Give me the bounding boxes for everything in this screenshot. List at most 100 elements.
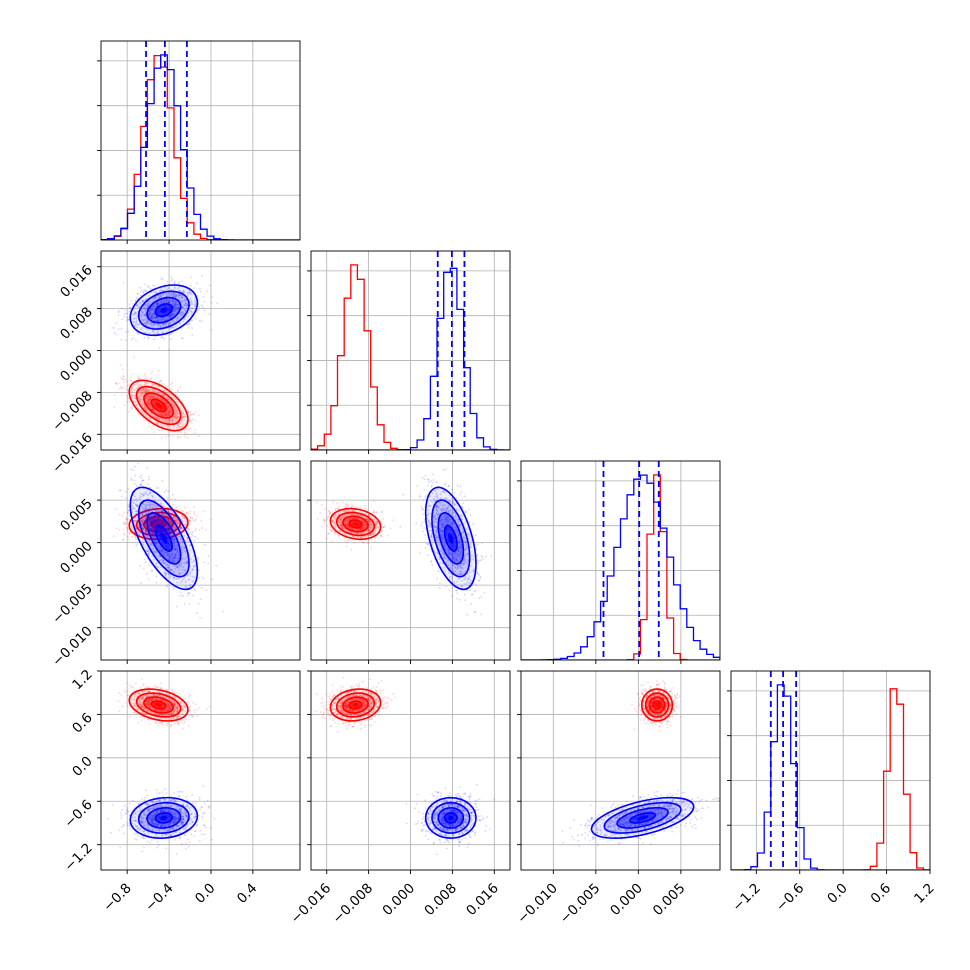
scatter-point [136, 305, 138, 307]
scatter-point [198, 320, 201, 322]
scatter-point [169, 427, 172, 429]
scatter-point [154, 319, 157, 322]
scatter-point [168, 410, 171, 412]
scatter-point [127, 488, 130, 490]
scatter-point [330, 530, 333, 532]
scatter-point [174, 398, 177, 401]
scatter-point [181, 426, 184, 428]
scatter-point [127, 397, 130, 400]
scatter-point [145, 401, 148, 404]
scatter-point [132, 399, 135, 402]
scatter-point [196, 537, 199, 540]
scatter-point [158, 429, 161, 431]
scatter-point [171, 326, 174, 329]
scatter-point [153, 410, 155, 413]
scatter-point [171, 292, 174, 295]
scatter-point [150, 413, 153, 415]
scatter-point [118, 387, 121, 390]
scatter-point [144, 406, 147, 408]
scatter-point [176, 408, 178, 411]
scatter-point [147, 399, 150, 402]
scatter-point [153, 390, 155, 393]
scatter-point [139, 384, 142, 387]
scatter-point [209, 284, 211, 287]
scatter-point [138, 397, 141, 399]
scatter-point [156, 302, 159, 305]
scatter-point [158, 347, 161, 349]
scatter-point [179, 436, 182, 439]
scatter-point [145, 408, 148, 411]
scatter-point [149, 399, 151, 402]
scatter-point [135, 315, 138, 318]
scatter-point [194, 529, 197, 532]
scatter-point [173, 313, 176, 315]
scatter-point [147, 336, 150, 339]
scatter-point [174, 404, 177, 407]
scatter-point [142, 290, 145, 293]
scatter-point [140, 409, 143, 412]
scatter-point [146, 394, 148, 397]
scatter-point [170, 418, 173, 421]
scatter-point [127, 535, 129, 538]
scatter-point [210, 518, 213, 521]
scatter-point [161, 399, 164, 402]
scatter-point [131, 394, 134, 396]
scatter-point [152, 408, 154, 410]
scatter-point [147, 578, 150, 580]
scatter-point [147, 399, 150, 402]
scatter-point [140, 391, 142, 394]
scatter-point [161, 418, 164, 421]
scatter-point [185, 428, 188, 430]
scatter-point [137, 386, 140, 389]
scatter-point [150, 308, 152, 311]
scatter-point [185, 420, 188, 423]
scatter-point [156, 330, 159, 333]
scatter-point [151, 316, 154, 318]
scatter-point [181, 296, 183, 299]
scatter-point [154, 415, 156, 418]
scatter-point [163, 301, 166, 303]
scatter-point [122, 375, 125, 377]
scatter-point [149, 397, 151, 399]
scatter-point [170, 399, 173, 402]
scatter-point [145, 397, 148, 400]
scatter-point [167, 405, 170, 407]
scatter-point [142, 319, 145, 322]
scatter-point [168, 409, 171, 412]
scatter-point [161, 293, 164, 296]
scatter-point [177, 315, 180, 318]
scatter-point [184, 415, 187, 418]
scatter-point [169, 409, 172, 412]
scatter-point [177, 435, 179, 438]
scatter-point [171, 294, 173, 296]
scatter-point [155, 416, 158, 419]
scatter-point [160, 414, 163, 417]
scatter-point [155, 391, 157, 393]
scatter-point [134, 465, 136, 468]
scatter-point [165, 489, 168, 492]
scatter-point [147, 390, 150, 393]
scatter-point [144, 396, 147, 399]
scatter-point [176, 296, 179, 299]
scatter-point [132, 302, 134, 305]
scatter-point [192, 594, 194, 597]
scatter-point [161, 414, 164, 416]
scatter-point [150, 393, 153, 396]
scatter-point [144, 390, 146, 393]
scatter-point [173, 294, 176, 297]
scatter-point [149, 395, 152, 398]
scatter-point [373, 509, 375, 512]
scatter-point [191, 517, 193, 519]
scatter-point [175, 506, 178, 508]
scatter-point [147, 404, 150, 406]
scatter-point [186, 594, 189, 597]
scatter-point [153, 305, 155, 307]
scatter-point [151, 383, 154, 386]
scatter-point [203, 543, 206, 546]
scatter-point [140, 582, 142, 585]
scatter-point [138, 377, 141, 379]
scatter-point [196, 282, 199, 285]
scatter-point [169, 410, 172, 413]
scatter-point [177, 294, 180, 297]
scatter-point [129, 532, 131, 534]
